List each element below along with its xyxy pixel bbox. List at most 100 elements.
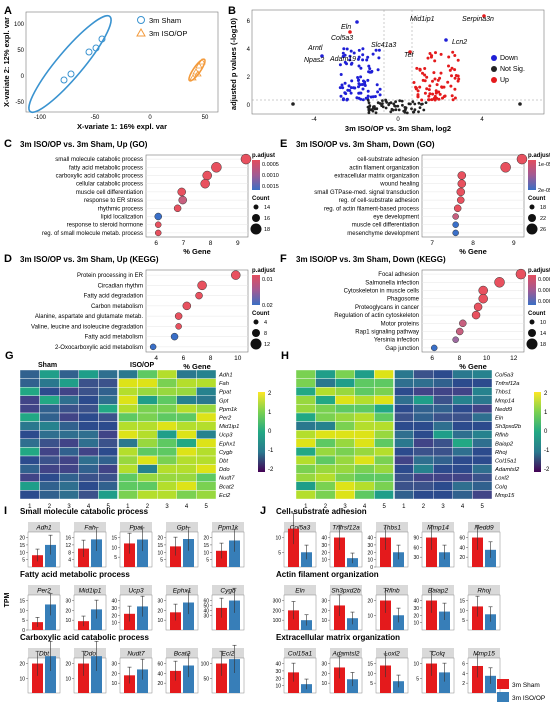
term-dot	[456, 187, 466, 197]
term-dot	[202, 170, 212, 181]
x-label: % Gene	[183, 362, 211, 371]
term-label: actin filament organization	[349, 165, 419, 171]
heat-cell	[335, 412, 356, 422]
gene-strip	[284, 648, 316, 658]
panel-b-yticks: 0 2 4 6	[247, 19, 251, 109]
scale-tick: 1	[544, 410, 548, 416]
heat-cell	[472, 421, 493, 431]
heat-cell	[315, 430, 336, 440]
heat-cell	[315, 464, 336, 474]
scale-tick: -1	[544, 448, 550, 454]
term-dot	[452, 336, 459, 343]
padj-tick: 0.00010	[538, 288, 550, 294]
section-title: Cell-substrate adhesion	[276, 507, 367, 516]
section-title: Small molecule catabolic process	[20, 507, 149, 516]
heat-cell	[393, 481, 414, 491]
down-point	[355, 96, 359, 100]
gene-strip	[28, 648, 60, 658]
heat-cell	[472, 464, 493, 474]
heat-cell	[452, 473, 473, 483]
sham-bar	[426, 600, 437, 630]
count-key-dot	[252, 329, 260, 337]
tick: 10	[275, 536, 281, 542]
iso-bar	[183, 665, 194, 693]
heat-cell	[98, 412, 119, 422]
heat-cell	[413, 387, 434, 397]
sham-bar	[334, 537, 345, 567]
heat-cell	[413, 490, 434, 500]
sham-bar	[124, 675, 135, 693]
up-point	[416, 89, 420, 93]
heat-cell	[295, 404, 316, 414]
gene-strip	[284, 585, 316, 595]
heat-cell	[472, 412, 493, 422]
down-point	[366, 89, 370, 93]
up-point	[423, 67, 427, 70]
ns-point	[392, 102, 396, 106]
tick: 20	[111, 613, 117, 619]
heat-cell	[315, 473, 336, 483]
heat-cell	[413, 447, 434, 457]
term-dot	[457, 196, 465, 204]
gene-strip	[166, 648, 198, 658]
ns-point	[381, 99, 384, 103]
gene-label: Thbs1	[495, 390, 511, 396]
heat-cell	[196, 395, 217, 405]
col-label: 4	[87, 504, 91, 510]
heat-cell	[472, 473, 493, 483]
ns-point	[376, 101, 380, 105]
ns-point	[385, 101, 389, 104]
tick: 5	[22, 618, 25, 624]
tick: 10	[321, 618, 327, 624]
heat-cell	[393, 447, 414, 457]
count-title: Count	[252, 311, 269, 317]
tick: 15	[157, 543, 163, 549]
labeled-point	[408, 50, 412, 54]
heat-cell	[393, 404, 414, 414]
ns-point	[400, 99, 404, 103]
up-point	[423, 79, 427, 83]
heat-cell	[137, 430, 158, 440]
tick: 20	[367, 599, 373, 605]
scale-tick: 0	[268, 429, 272, 435]
group-label: ISO/OP	[130, 362, 154, 369]
heat-cell	[374, 447, 395, 457]
tick: 200	[273, 608, 282, 614]
count-key-label: 26	[540, 227, 546, 233]
ns-point	[367, 111, 371, 115]
heat-cell	[98, 369, 119, 379]
heat-cell	[176, 369, 197, 379]
heat-cell	[156, 378, 177, 388]
tick: 0	[22, 628, 25, 634]
heat-cell	[472, 455, 493, 465]
gene-label: Ucp3	[219, 433, 233, 439]
up-point	[430, 98, 434, 102]
heat-cell	[374, 378, 395, 388]
tick: 40	[459, 545, 465, 551]
down-point	[360, 83, 364, 86]
heat-cell	[78, 481, 99, 491]
term-dot	[515, 268, 527, 280]
sham-bar	[380, 600, 391, 630]
down-point	[348, 54, 352, 58]
term-dot	[178, 195, 187, 205]
count-key-label: 4	[264, 320, 267, 326]
heat-cell	[59, 481, 80, 491]
down-point	[346, 88, 350, 92]
padj-tick: 0.00015	[538, 299, 550, 305]
ns-point	[367, 109, 371, 112]
tick: 300	[273, 599, 282, 605]
tick: 20	[65, 662, 71, 668]
gene-name: Baiap2	[428, 588, 449, 595]
up-point	[438, 92, 442, 96]
gene-label: Rflnb	[495, 433, 509, 439]
sham-bar	[380, 537, 391, 567]
tick: 6	[154, 240, 158, 247]
heat-cell	[137, 447, 158, 457]
tick: 8	[458, 355, 462, 362]
heat-cell	[39, 369, 60, 379]
up-point	[433, 98, 437, 102]
heat-cell	[315, 438, 336, 448]
term-dot	[457, 171, 467, 180]
tick: 30	[413, 555, 419, 561]
